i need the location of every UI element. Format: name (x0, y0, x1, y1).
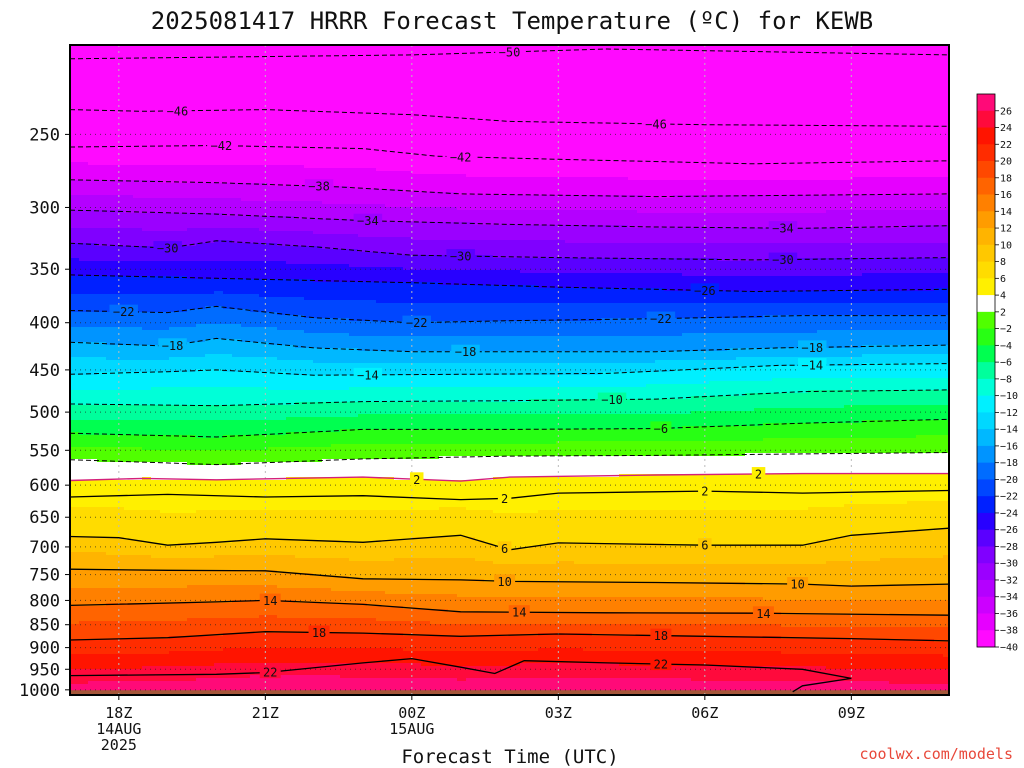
chart-title: 2025081417 HRRR Forecast Temperature (ºC… (151, 7, 873, 35)
